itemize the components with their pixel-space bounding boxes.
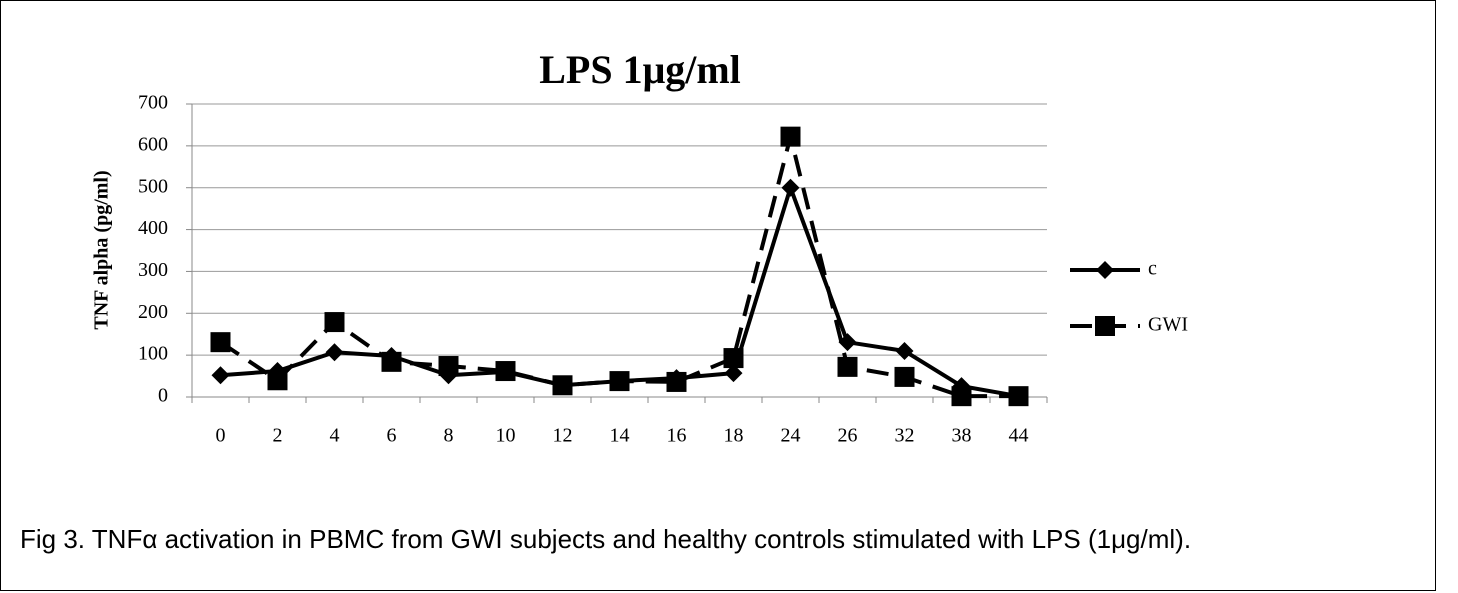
chart: LPS 1μg/ml TNF alpha (pg/ml) 01002003004… <box>91 47 1188 447</box>
x-tick-label: 16 <box>667 425 687 447</box>
y-tick-label: 0 <box>158 385 168 407</box>
data-point <box>381 351 402 372</box>
data-point <box>495 361 516 382</box>
data-point <box>325 343 344 362</box>
x-tick-label: 12 <box>553 425 573 447</box>
chart-title: LPS 1μg/ml <box>539 47 741 92</box>
x-tick-label: 6 <box>387 425 397 447</box>
data-point <box>837 356 858 377</box>
y-tick-label: 700 <box>138 92 168 114</box>
data-point <box>895 341 914 360</box>
data-point <box>210 332 231 353</box>
x-tick-label: 0 <box>216 425 226 447</box>
x-tick-label: 38 <box>952 425 972 447</box>
data-point <box>267 370 288 391</box>
y-tick-label: 600 <box>138 133 168 155</box>
data-point <box>781 178 800 197</box>
x-tick-label: 2 <box>273 425 283 447</box>
x-tick-label: 24 <box>781 425 801 447</box>
x-tick-label: 26 <box>838 425 858 447</box>
y-tick-label: 100 <box>138 343 168 365</box>
data-point <box>609 371 630 392</box>
x-tick-label: 8 <box>444 425 454 447</box>
data-point <box>780 126 801 147</box>
x-tick-label: 18 <box>724 425 744 447</box>
data-point <box>324 312 345 333</box>
data-point <box>666 371 687 392</box>
y-tick-label: 300 <box>138 259 168 281</box>
y-tick-label: 500 <box>138 175 168 197</box>
y-tick-label: 200 <box>138 301 168 323</box>
series-line <box>220 185 1019 399</box>
caption: Fig 3. TNFα activation in PBMC from GWI … <box>20 524 1192 554</box>
legend-marker <box>1095 316 1115 336</box>
data-point <box>211 366 230 385</box>
x-tick-label: 4 <box>330 425 340 447</box>
data-point <box>838 333 857 352</box>
x-tick-label: 10 <box>496 425 516 447</box>
legend-label: c <box>1148 258 1157 280</box>
x-tick-label: 14 <box>610 425 630 447</box>
data-point <box>438 356 459 377</box>
data-point <box>1008 386 1029 407</box>
legend-marker <box>1096 261 1114 279</box>
data-point <box>894 366 915 387</box>
data-point <box>552 375 573 396</box>
series-line <box>219 134 1019 399</box>
y-tick-label: 400 <box>138 217 168 239</box>
data-point <box>724 364 743 383</box>
legend-label: GWI <box>1148 314 1188 336</box>
data-point <box>951 386 972 407</box>
x-tick-label: 44 <box>1009 425 1029 447</box>
data-point <box>723 348 744 369</box>
x-tick-label: 32 <box>895 425 915 447</box>
y-axis-label: TNF alpha (pg/ml) <box>91 170 113 329</box>
